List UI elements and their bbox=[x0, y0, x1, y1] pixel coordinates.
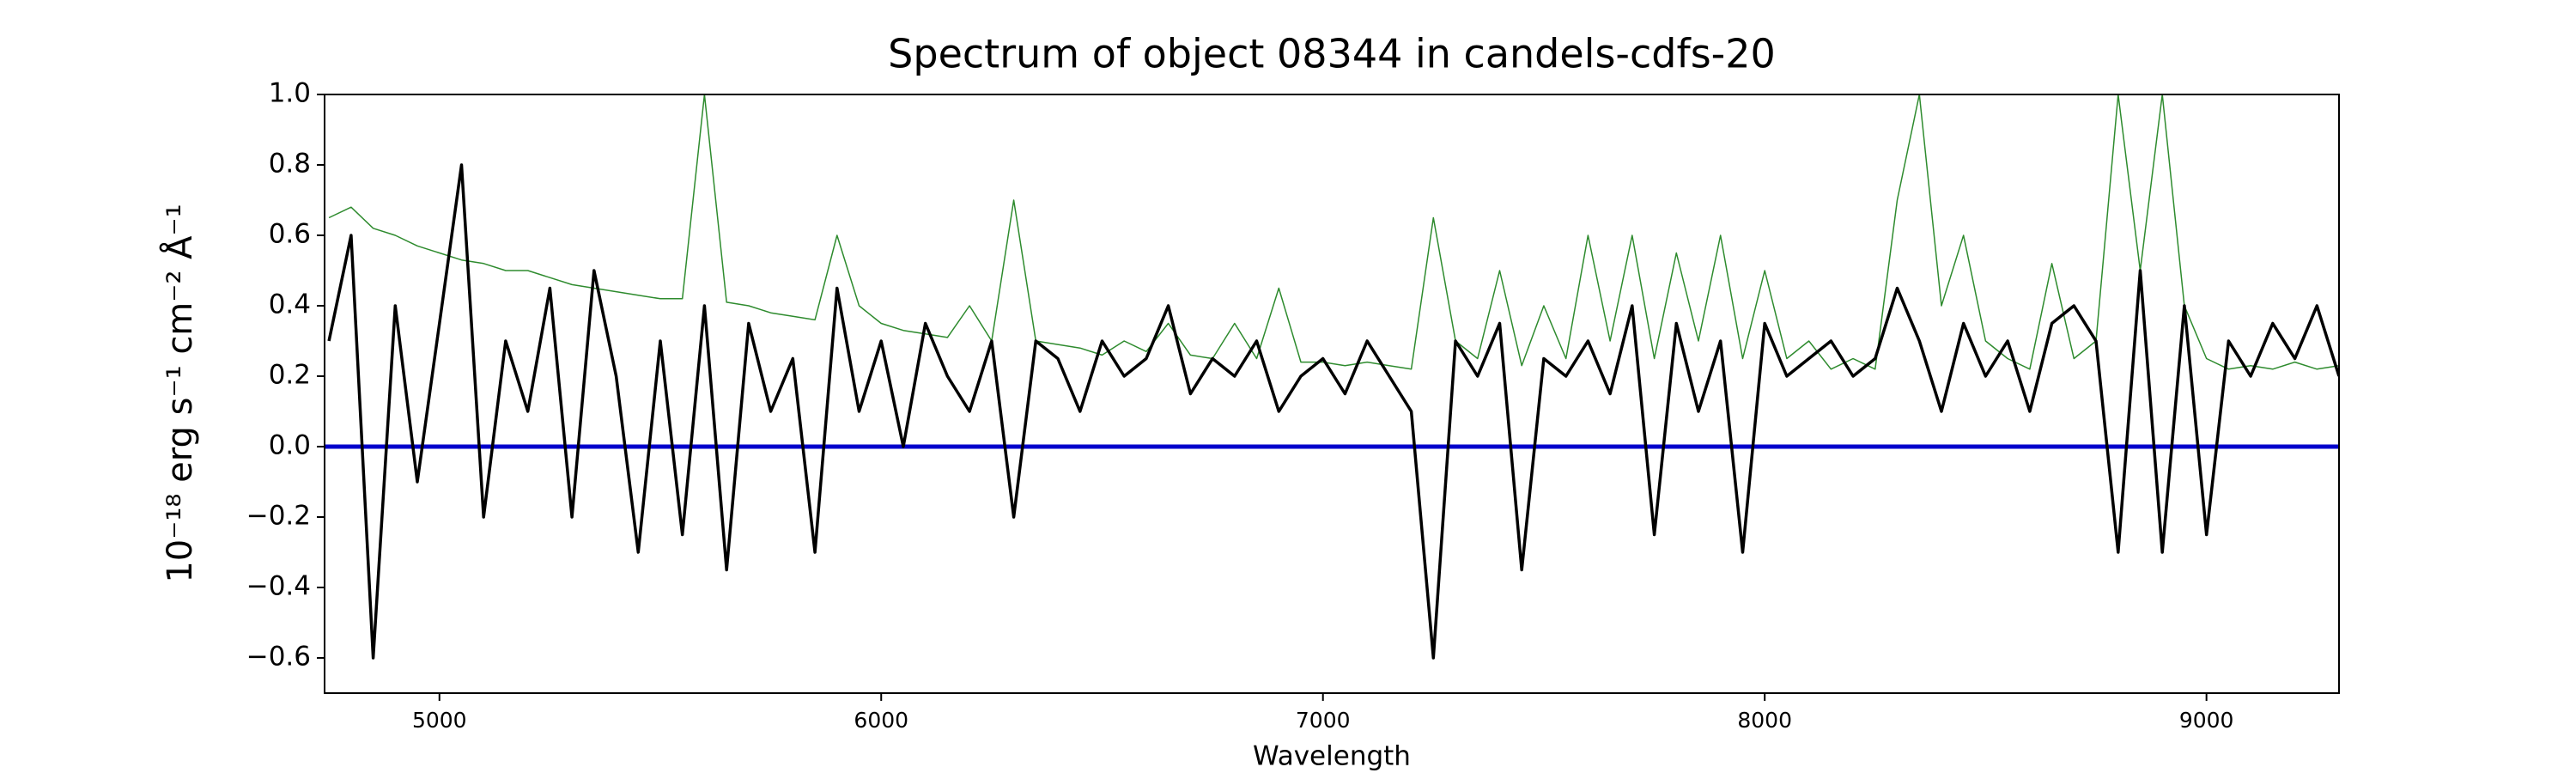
y-tick-label: −0.6 bbox=[246, 642, 311, 673]
x-tick-label: 8000 bbox=[1737, 708, 1792, 733]
x-axis-label: Wavelength bbox=[1253, 741, 1411, 772]
plot-area bbox=[325, 94, 2339, 660]
spectrum-line bbox=[328, 94, 2339, 370]
y-tick-label: −0.2 bbox=[246, 501, 311, 532]
y-tick-label: 0.6 bbox=[269, 219, 311, 250]
chart-title: Spectrum of object 08344 in candels-cdfs… bbox=[888, 31, 1776, 77]
x-tick-label: 7000 bbox=[1296, 708, 1351, 733]
x-tick-label: 5000 bbox=[412, 708, 467, 733]
x-tick-label: 6000 bbox=[854, 708, 908, 733]
spectrum-line bbox=[327, 163, 2339, 660]
y-axis-label: 10⁻¹⁸ erg s⁻¹ cm⁻² Å⁻¹ bbox=[159, 204, 200, 582]
y-tick-label: 0.8 bbox=[269, 149, 311, 180]
y-tick-label: 0.4 bbox=[269, 289, 311, 320]
x-tick-label: 9000 bbox=[2179, 708, 2234, 733]
y-tick-label: 0.0 bbox=[269, 430, 311, 461]
axes-frame bbox=[324, 94, 2340, 694]
y-tick-label: 0.2 bbox=[269, 360, 311, 391]
y-tick-label: 1.0 bbox=[269, 78, 311, 109]
y-tick-label: −0.4 bbox=[246, 571, 311, 602]
